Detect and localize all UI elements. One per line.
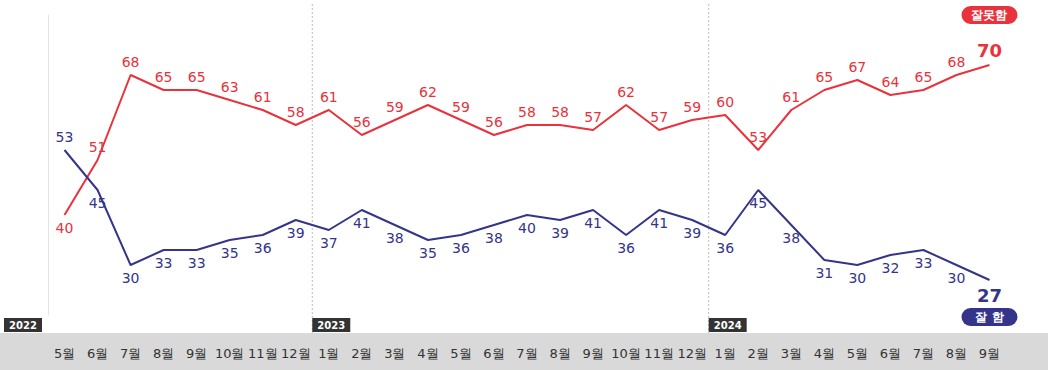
svg-text:33: 33: [188, 255, 206, 271]
svg-text:60: 60: [716, 94, 734, 110]
svg-text:10월: 10월: [611, 346, 641, 361]
svg-text:8월: 8월: [946, 346, 967, 361]
svg-text:11월: 11월: [248, 346, 278, 361]
svg-text:33: 33: [155, 255, 173, 271]
svg-text:32: 32: [881, 260, 899, 276]
svg-text:5월: 5월: [847, 346, 868, 361]
svg-text:56: 56: [485, 114, 503, 130]
svg-text:68: 68: [948, 54, 966, 70]
svg-text:7월: 7월: [120, 346, 141, 361]
svg-text:10월: 10월: [215, 346, 245, 361]
svg-text:57: 57: [584, 109, 602, 125]
svg-text:4월: 4월: [417, 346, 438, 361]
svg-text:1월: 1월: [715, 346, 736, 361]
svg-text:잘못함: 잘못함: [971, 8, 1007, 22]
svg-text:2022: 2022: [9, 320, 37, 331]
svg-text:45: 45: [89, 195, 107, 211]
svg-text:70: 70: [977, 40, 1002, 61]
svg-text:41: 41: [353, 215, 371, 231]
svg-text:53: 53: [56, 129, 74, 145]
svg-text:27: 27: [977, 285, 1002, 306]
svg-text:37: 37: [320, 235, 338, 251]
svg-text:62: 62: [617, 84, 635, 100]
svg-text:5월: 5월: [54, 346, 75, 361]
svg-text:40: 40: [56, 220, 74, 236]
svg-text:45: 45: [749, 195, 767, 211]
svg-text:8월: 8월: [549, 346, 570, 361]
svg-text:35: 35: [419, 245, 437, 261]
svg-text:58: 58: [287, 104, 305, 120]
svg-text:39: 39: [551, 225, 569, 241]
svg-text:35: 35: [221, 245, 239, 261]
svg-text:64: 64: [881, 74, 899, 90]
svg-text:5월: 5월: [450, 346, 471, 361]
svg-text:40: 40: [518, 220, 536, 236]
svg-text:12월: 12월: [281, 346, 311, 361]
svg-text:61: 61: [782, 89, 800, 105]
svg-text:33: 33: [914, 255, 932, 271]
svg-text:2월: 2월: [351, 346, 372, 361]
svg-text:56: 56: [353, 114, 371, 130]
svg-text:30: 30: [948, 270, 966, 286]
svg-text:36: 36: [452, 240, 470, 256]
svg-text:61: 61: [254, 89, 272, 105]
svg-text:68: 68: [122, 54, 140, 70]
svg-text:38: 38: [782, 230, 800, 246]
svg-text:6월: 6월: [483, 346, 504, 361]
svg-text:6월: 6월: [87, 346, 108, 361]
svg-text:잘 함: 잘 함: [975, 310, 1003, 324]
svg-text:63: 63: [221, 79, 239, 95]
svg-text:51: 51: [89, 139, 107, 155]
svg-text:65: 65: [155, 69, 173, 85]
svg-text:1월: 1월: [318, 346, 339, 361]
svg-text:11월: 11월: [644, 346, 674, 361]
svg-text:59: 59: [683, 99, 701, 115]
svg-text:4월: 4월: [814, 346, 835, 361]
svg-text:7월: 7월: [913, 346, 934, 361]
svg-text:57: 57: [650, 109, 668, 125]
svg-text:58: 58: [551, 104, 569, 120]
svg-text:9월: 9월: [979, 346, 1000, 361]
svg-text:36: 36: [617, 240, 635, 256]
svg-text:38: 38: [386, 230, 404, 246]
svg-text:31: 31: [815, 265, 833, 281]
svg-text:8월: 8월: [153, 346, 174, 361]
svg-text:2월: 2월: [748, 346, 769, 361]
svg-text:58: 58: [518, 104, 536, 120]
svg-text:38: 38: [485, 230, 503, 246]
svg-text:39: 39: [683, 225, 701, 241]
svg-text:30: 30: [848, 270, 866, 286]
svg-text:3월: 3월: [781, 346, 802, 361]
svg-text:53: 53: [749, 129, 767, 145]
svg-text:36: 36: [254, 240, 272, 256]
svg-text:41: 41: [650, 215, 668, 231]
svg-text:12월: 12월: [677, 346, 707, 361]
svg-text:65: 65: [188, 69, 206, 85]
svg-text:3월: 3월: [384, 346, 405, 361]
svg-text:62: 62: [419, 84, 437, 100]
svg-text:39: 39: [287, 225, 305, 241]
svg-text:7월: 7월: [516, 346, 537, 361]
svg-text:59: 59: [452, 99, 470, 115]
svg-text:9월: 9월: [582, 346, 603, 361]
svg-text:2024: 2024: [714, 320, 742, 331]
svg-text:65: 65: [914, 69, 932, 85]
svg-text:59: 59: [386, 99, 404, 115]
svg-text:30: 30: [122, 270, 140, 286]
svg-text:2023: 2023: [317, 320, 345, 331]
svg-text:67: 67: [848, 59, 866, 75]
svg-text:6월: 6월: [880, 346, 901, 361]
svg-text:41: 41: [584, 215, 602, 231]
svg-text:9월: 9월: [186, 346, 207, 361]
svg-text:36: 36: [716, 240, 734, 256]
svg-text:61: 61: [320, 89, 338, 105]
svg-text:65: 65: [815, 69, 833, 85]
